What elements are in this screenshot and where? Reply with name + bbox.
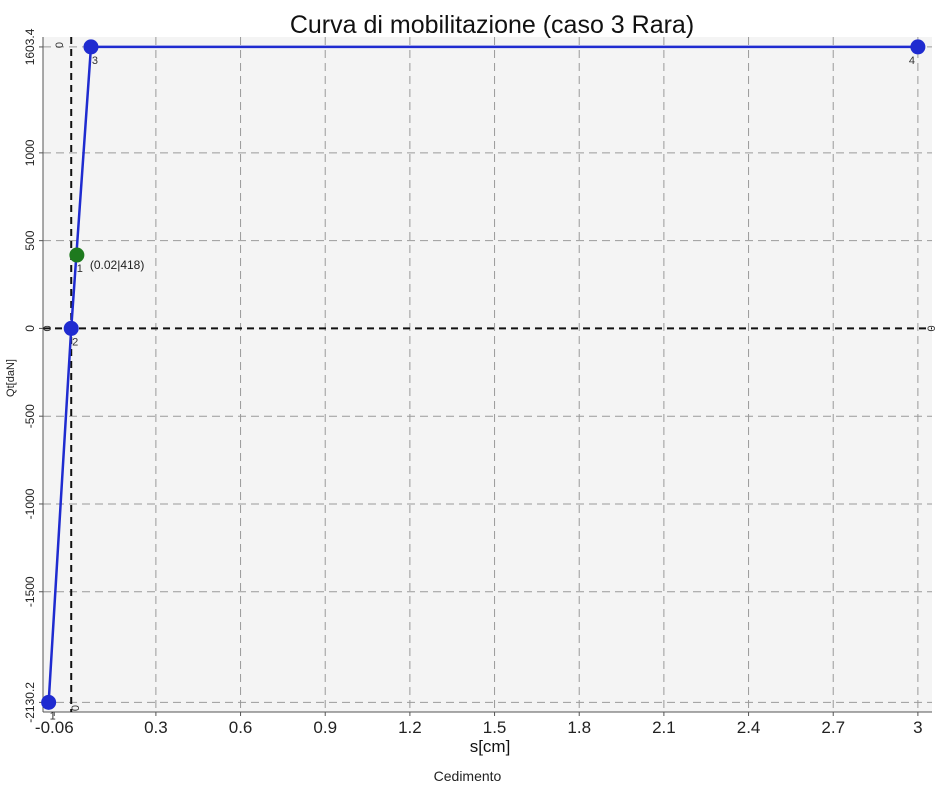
x-tick-label: 0.9 xyxy=(313,718,337,737)
highlight-point-value-label: (0.02|418) xyxy=(90,258,145,272)
data-point xyxy=(63,320,79,336)
y-tick-label: -1000 xyxy=(23,488,37,519)
x-tick-label: 1.2 xyxy=(398,718,422,737)
y-tick-label: 1603.4 xyxy=(23,28,37,65)
x-tick-label: 0.3 xyxy=(144,718,168,737)
plot-area xyxy=(43,37,932,712)
data-point-index-label: 1 xyxy=(50,710,56,722)
y-tick-label: -2130.2 xyxy=(23,682,37,723)
x-tick-label: -0.06 xyxy=(35,718,74,737)
data-point-index-label: 2 xyxy=(72,336,78,348)
y-axis-label: Qt[daN] xyxy=(5,359,17,397)
data-point xyxy=(910,39,926,55)
y-tick-label: -500 xyxy=(23,404,37,428)
data-point-index-label: 4 xyxy=(909,55,915,67)
y-tick-label: -1500 xyxy=(23,576,37,607)
y-tick-label: 0 xyxy=(23,325,37,332)
x-tick-label: 1.5 xyxy=(483,718,507,737)
chart-caption: Cedimento xyxy=(433,768,502,784)
data-point xyxy=(41,694,57,710)
x-tick-label: 0.6 xyxy=(229,718,253,737)
chart-title: Curva di mobilitazione (caso 3 Rara) xyxy=(290,11,694,39)
x-tick-label: 2.7 xyxy=(821,718,845,737)
x-tick-label: 3 xyxy=(913,718,922,737)
data-point xyxy=(83,39,99,55)
mobilization-curve-chart: 0000-0.060.30.60.91.21.51.82.12.42.73-21… xyxy=(5,11,935,756)
y-tick-label: 1000 xyxy=(23,139,37,166)
zero-line-label-left: 0 xyxy=(42,325,54,331)
zero-line-label-top: 0 xyxy=(54,42,66,48)
y-tick-label: 500 xyxy=(23,230,37,250)
highlight-point-index-label: 1 xyxy=(77,263,83,275)
highlight-point xyxy=(69,247,85,263)
x-tick-label: 1.8 xyxy=(567,718,591,737)
series-line xyxy=(47,45,918,703)
x-axis-label: s[cm] xyxy=(470,737,511,756)
data-point-index-label: 3 xyxy=(92,55,98,67)
x-tick-label: 2.1 xyxy=(652,718,676,737)
x-tick-label: 2.4 xyxy=(737,718,761,737)
zero-line-label-bottom: 0 xyxy=(70,705,82,711)
zero-line-label-right: 0 xyxy=(926,325,935,331)
